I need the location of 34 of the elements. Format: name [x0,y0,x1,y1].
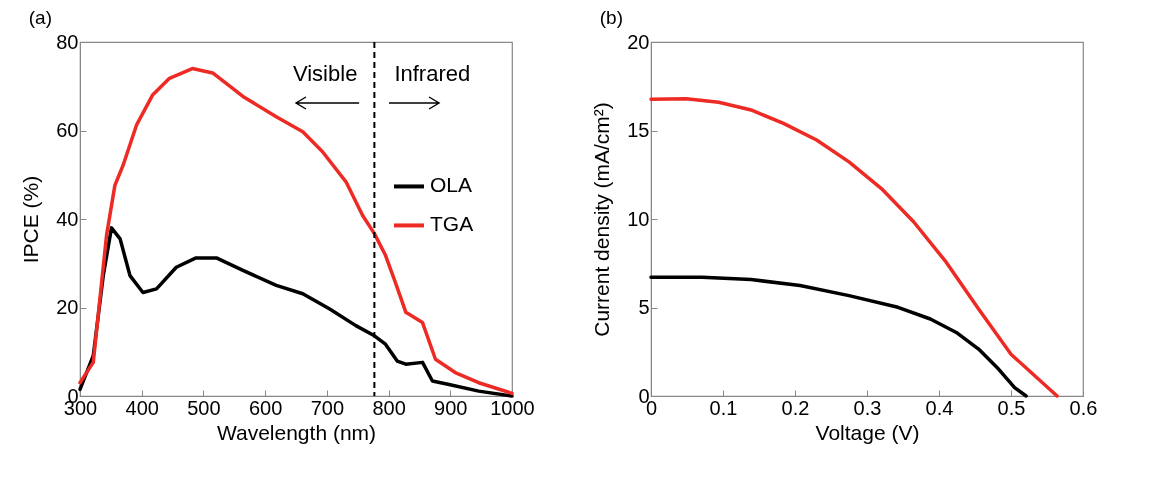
annotation: Infrared [394,61,471,86]
y-tick-label: 5 [638,296,650,318]
legend-label: TGA [430,212,474,236]
line-series [649,96,1059,398]
y-tick-label: 40 [56,207,79,230]
y-tick-label: 20 [56,296,79,318]
chart-title: (a) [28,7,52,28]
legend-label: OLA [430,173,473,197]
x-tick-label: 0.6 [1069,396,1098,419]
y-axis-title: IPCE (%) [19,175,43,264]
y-axis-title: Current density (mA/cm²) [590,102,614,337]
y-tick-label: 10 [627,207,650,230]
y-tick-label: 20 [627,30,650,53]
y-tick-label: 15 [627,119,650,141]
x-tick-label: 1000 [490,396,535,419]
line-series [78,66,514,396]
x-axis-title: Wavelength (nm) [216,420,377,444]
x-tick-label: 0.3 [853,396,882,419]
y-tick-label: 80 [56,30,79,53]
x-tick-label: 700 [310,396,345,419]
x-tick-label: 600 [248,396,283,419]
chart-title: (b) [599,7,623,28]
x-tick-label: 0.5 [997,396,1026,419]
x-tick-label: 500 [187,396,221,419]
x-tick-label: 0.2 [781,396,810,419]
x-tick-label: 800 [372,396,406,419]
x-tick-label: 0.1 [709,396,738,419]
line-series [649,275,1028,398]
x-tick-label: 900 [434,396,468,419]
annotation: Visible [292,61,358,86]
x-tick-label: 0.4 [925,396,954,419]
y-tick-label: 60 [56,119,79,141]
x-tick-label: 400 [125,396,159,419]
x-axis-title: Voltage (V) [815,420,920,444]
